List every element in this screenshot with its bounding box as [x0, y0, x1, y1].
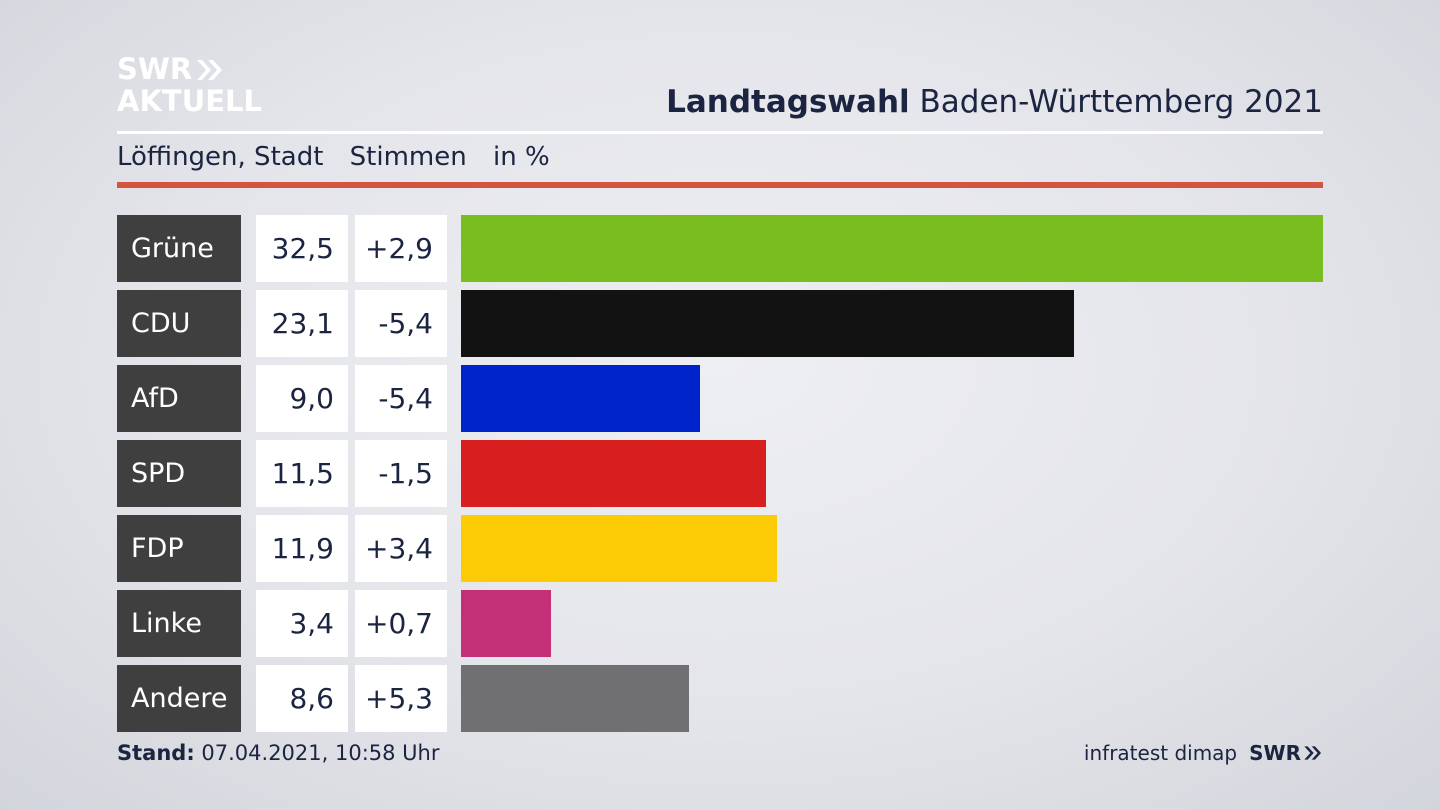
bar: [461, 440, 766, 507]
chart-subtitle: Löffingen, Stadt Stimmen in %: [117, 142, 568, 172]
logo-line1: SWR: [117, 52, 193, 86]
source-credit: infratest dimap SWR: [1084, 741, 1323, 765]
change-label: +5,3: [355, 665, 447, 732]
vote-share-label: 32,5: [256, 215, 348, 282]
change-label: +2,9: [355, 215, 447, 282]
change-label: -5,4: [355, 290, 447, 357]
party-label: FDP: [117, 515, 241, 582]
party-label: CDU: [117, 290, 241, 357]
subtitle-unit: in %: [492, 142, 550, 172]
change-label: -5,4: [355, 365, 447, 432]
chart-row: Grüne 32,5 +2,9: [117, 215, 1323, 282]
change-label: -1,5: [355, 440, 447, 507]
bar: [461, 515, 777, 582]
stand-label: Stand:: [117, 741, 195, 765]
swr-aktuell-logo: SWR AKTUELL: [117, 54, 262, 118]
chart-row: CDU 23,1 -5,4: [117, 290, 1323, 357]
vote-share-label: 23,1: [256, 290, 348, 357]
bar: [461, 665, 689, 732]
party-label: Linke: [117, 590, 241, 657]
accent-divider: [117, 182, 1323, 188]
change-label: +0,7: [355, 590, 447, 657]
vote-share-label: 11,9: [256, 515, 348, 582]
party-label: SPD: [117, 440, 241, 507]
timestamp: Stand: 07.04.2021, 10:58 Uhr: [117, 741, 440, 765]
logo-line2: AKTUELL: [117, 84, 263, 118]
vote-share-label: 11,5: [256, 440, 348, 507]
chart-row: Andere 8,6 +5,3: [117, 665, 1323, 732]
bar: [461, 590, 551, 657]
double-chevron-icon: [1304, 746, 1321, 760]
subtitle-place: Löffingen, Stadt: [117, 142, 324, 172]
subtitle-measure: Stimmen: [349, 142, 467, 172]
header-divider: [117, 131, 1323, 134]
vote-share-label: 9,0: [256, 365, 348, 432]
bar: [461, 365, 700, 432]
party-label: Grüne: [117, 215, 241, 282]
bar: [461, 215, 1323, 282]
chart-row: SPD 11,5 -1,5: [117, 440, 1323, 507]
source-name: infratest dimap: [1083, 741, 1238, 765]
title-rest: Baden-Württemberg 2021: [909, 84, 1324, 120]
vote-share-label: 3,4: [256, 590, 348, 657]
double-chevron-icon: [197, 59, 223, 80]
footer-brand: SWR: [1249, 741, 1323, 765]
chart-title: Landtagswahl Baden-Württemberg 2021: [666, 84, 1323, 120]
party-label: Andere: [117, 665, 241, 732]
chart-row: Linke 3,4 +0,7: [117, 590, 1323, 657]
chart-row: AfD 9,0 -5,4: [117, 365, 1323, 432]
footer-brand-text: SWR: [1249, 741, 1301, 765]
title-bold: Landtagswahl: [666, 84, 910, 120]
chart-row: FDP 11,9 +3,4: [117, 515, 1323, 582]
vote-share-label: 8,6: [256, 665, 348, 732]
change-label: +3,4: [355, 515, 447, 582]
party-label: AfD: [117, 365, 241, 432]
stand-value: 07.04.2021, 10:58 Uhr: [194, 741, 440, 765]
bar: [461, 290, 1074, 357]
